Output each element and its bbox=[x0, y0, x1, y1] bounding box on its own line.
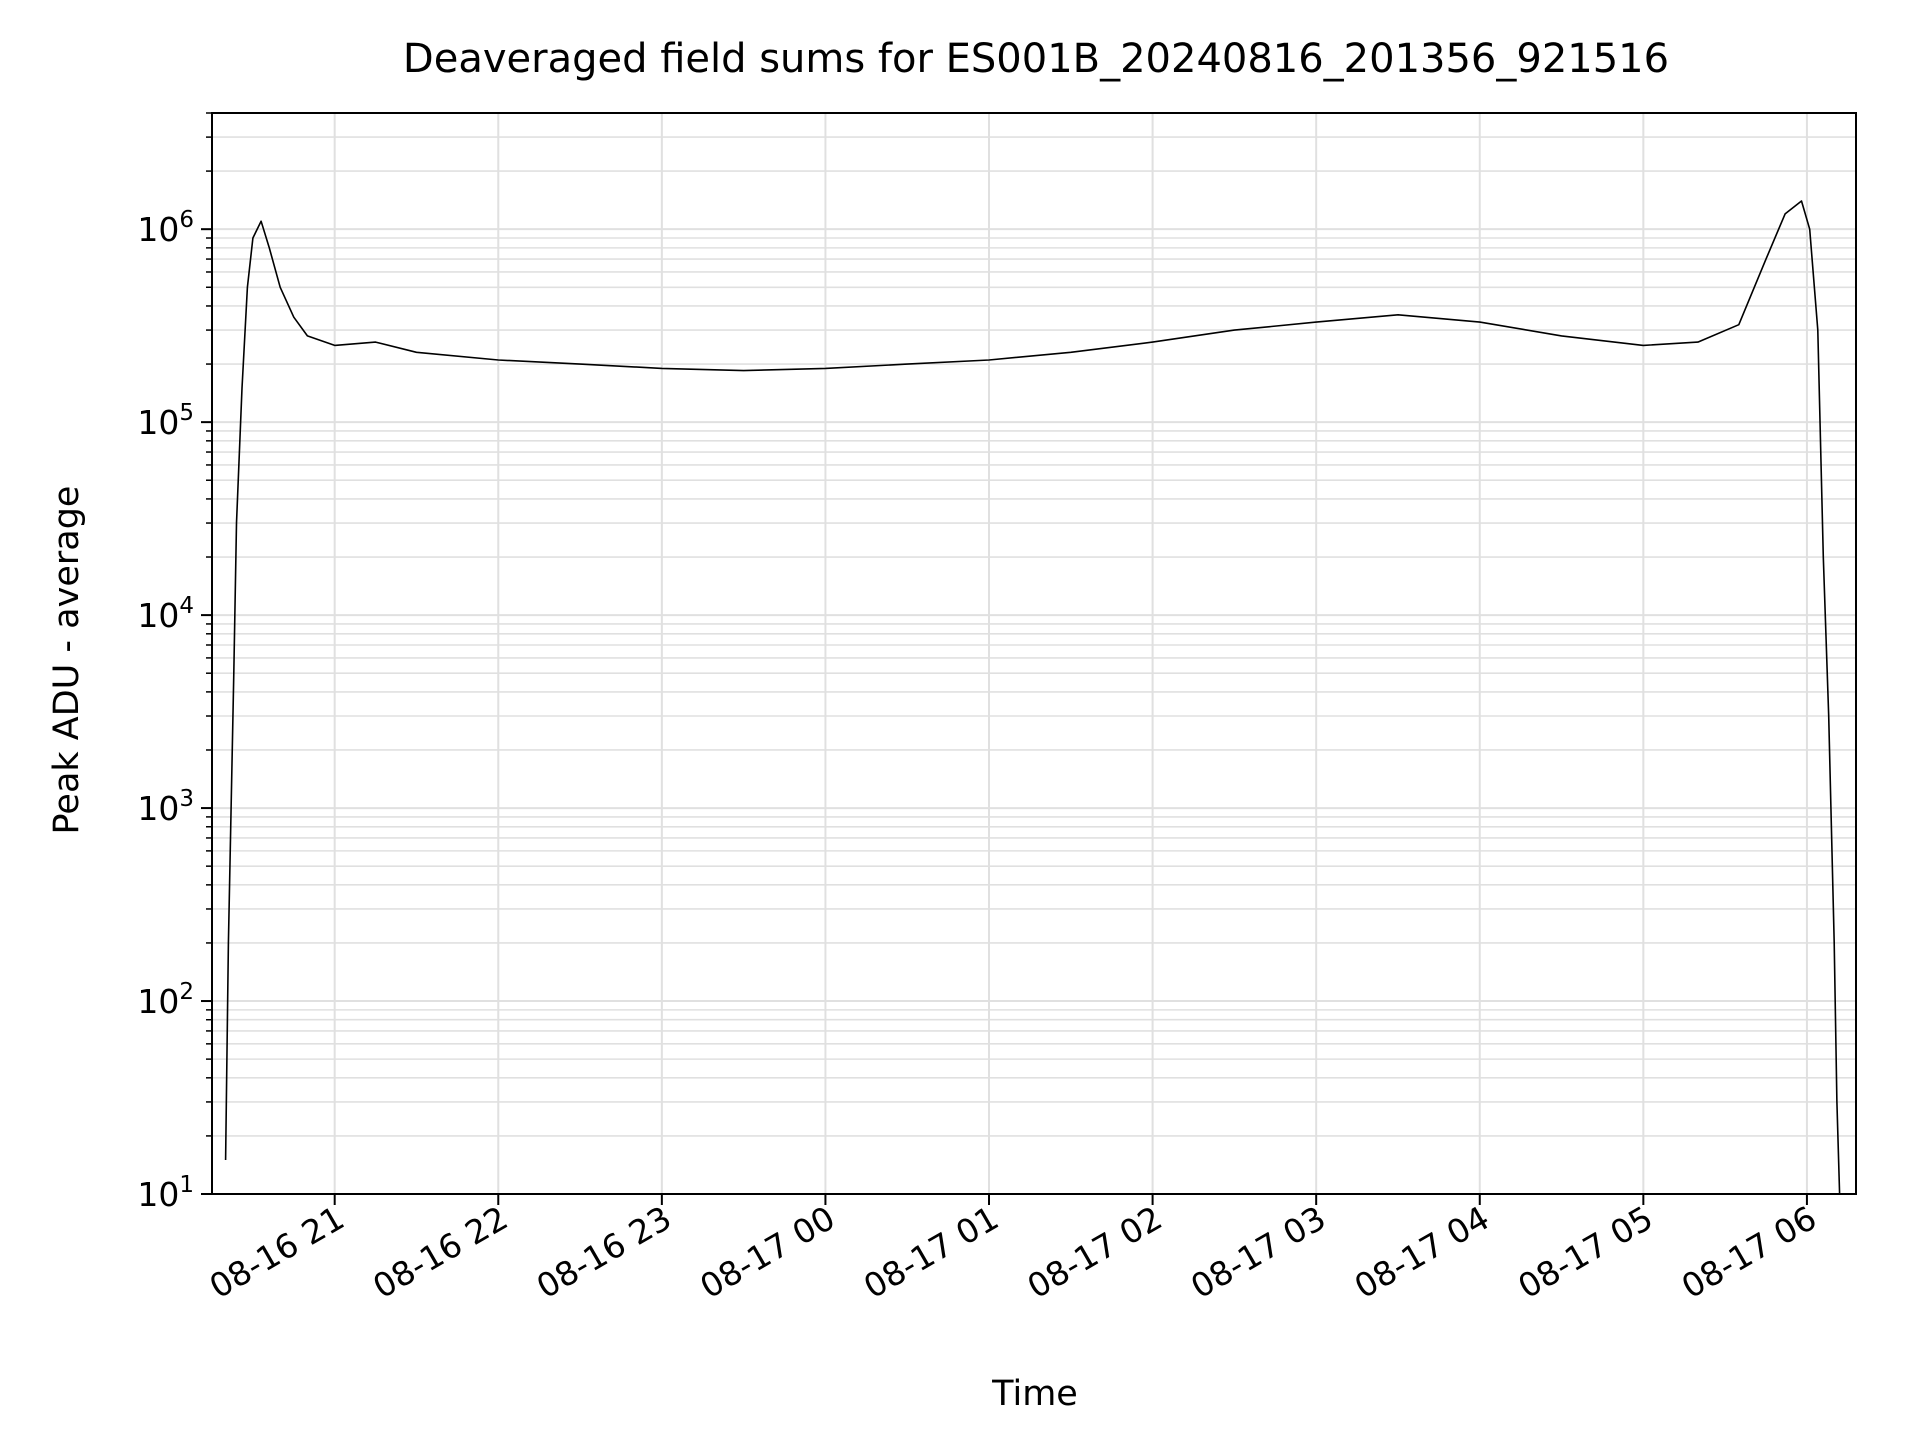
y-tick-label: 104 bbox=[137, 593, 194, 635]
y-axis-label: Peak ADU - average bbox=[47, 486, 87, 835]
series-line bbox=[224, 200, 1841, 1195]
y-tick-label: 101 bbox=[137, 1172, 194, 1214]
grid-layer bbox=[212, 112, 1856, 1195]
y-tick-label: 103 bbox=[137, 786, 194, 828]
chart-title: Deaveraged field sums for ES001B_2024081… bbox=[403, 36, 1669, 82]
y-tick-label: 102 bbox=[137, 979, 194, 1021]
y-tick-label: 106 bbox=[137, 207, 194, 249]
y-axis-ticks: 101 102 103 104 105 106 bbox=[137, 112, 212, 1214]
plot-area-frame bbox=[211, 112, 1857, 1195]
series-layer bbox=[224, 200, 1841, 1195]
x-axis-label: Time bbox=[991, 1374, 1078, 1414]
y-tick-label: 105 bbox=[137, 400, 194, 442]
